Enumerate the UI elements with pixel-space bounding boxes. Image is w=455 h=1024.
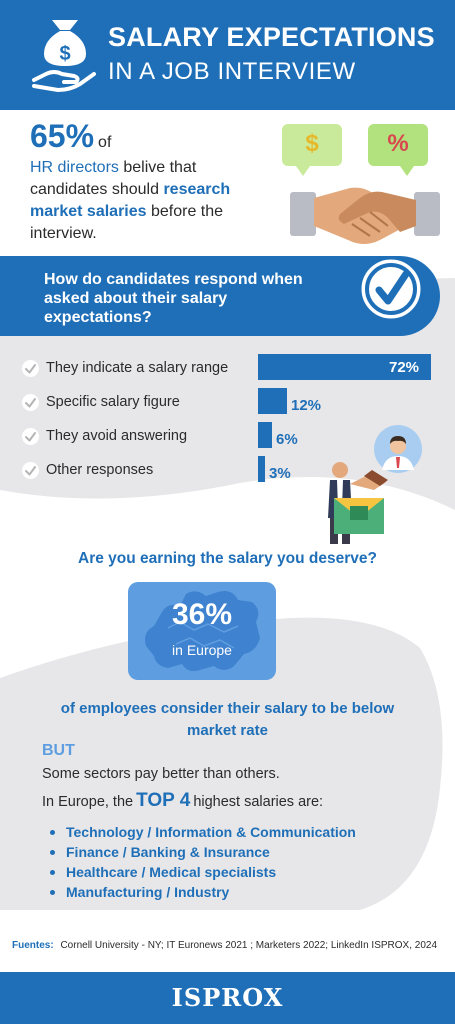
research-text: research [163, 181, 231, 198]
market-salaries-text: market salaries [30, 203, 147, 220]
bar-category-label: Other responses [46, 462, 154, 478]
hr-stat-text3: before the [146, 203, 224, 220]
europe-statement: of employees consider their salary to be… [60, 700, 395, 739]
check-icon [22, 394, 39, 411]
bar [258, 456, 265, 482]
gray-wave-background [0, 278, 455, 510]
check-icon [22, 360, 39, 377]
dollar-bubble-icon: $ [282, 124, 342, 176]
gray-blob-background [0, 617, 443, 910]
question-text: How do candidates respond when asked abo… [44, 271, 303, 326]
money-bag-hand-icon: $ [32, 20, 96, 92]
bar-value-label: 6% [276, 431, 298, 448]
bar [258, 422, 272, 448]
top-sectors-list: Technology / Information & Communication… [48, 822, 356, 902]
percent-bubble-icon: % [368, 124, 428, 176]
top4-prefix: In Europe, the [42, 794, 134, 810]
hr-stat-text1: belive that [118, 159, 197, 176]
person-avatar-icon [374, 425, 422, 473]
top4-intro: In Europe, the TOP 4 highest salaries are: [42, 790, 323, 812]
bar-category-label: They avoid answering [46, 428, 188, 444]
hr-directors-text: HR directors [30, 159, 119, 176]
percent-sign: % [387, 130, 409, 157]
sources-text: Cornell University - NY; IT Euronews 202… [60, 940, 438, 951]
title-line1: SALARY EXPECTATIONS [108, 22, 435, 52]
list-item: Finance / Banking & Insurance [48, 842, 356, 862]
bar-value-label: 72% [389, 359, 420, 376]
top4-label: TOP 4 [136, 790, 191, 811]
hr-stat-of: of [98, 134, 112, 151]
top4-suffix: highest salaries are: [193, 794, 324, 810]
europe-label: in Europe [172, 642, 232, 658]
bar-category-label: Specific salary figure [46, 394, 180, 410]
europe-map [128, 582, 276, 680]
hr-stat-text4: interview. [30, 225, 97, 242]
hr-stat-text: HR directors belive that candidates shou… [30, 157, 275, 245]
but-heading: BUT [42, 742, 75, 759]
hr-stat-text2: candidates should [30, 181, 164, 198]
hr-stat-percent: 65% [30, 118, 95, 154]
europe-map-shape [145, 591, 260, 672]
list-item: Technology / Information & Communication [48, 822, 356, 842]
isprox-logo: ISPROX [171, 983, 284, 1012]
bar-value-label: 3% [269, 465, 291, 482]
salary-question: Are you earning the salary you deserve? [78, 550, 377, 567]
svg-text:$: $ [59, 43, 70, 65]
title-line2: IN A JOB INTERVIEW [108, 58, 356, 85]
check-icon [22, 428, 39, 445]
check-icon [22, 462, 39, 479]
sectors-text: Some sectors pay better than others. [42, 766, 280, 782]
dollar-sign: $ [305, 130, 319, 157]
footer-banner [0, 972, 455, 1024]
bar [258, 388, 287, 414]
man-with-envelope-icon [328, 462, 388, 544]
hr-stat-block: 65% of HR directors belive that candidate… [30, 118, 275, 245]
bar-value-label: 12% [291, 397, 322, 414]
europe-percent: 36% [171, 598, 233, 631]
sources-label: Fuentes: [12, 940, 54, 951]
list-item: Healthcare / Medical specialists [48, 862, 356, 882]
sources-line: Fuentes: Cornell University - NY; IT Eur… [12, 940, 437, 951]
handshake-icon [290, 187, 440, 244]
list-item: Manufacturing / Industry [48, 882, 356, 902]
bar [258, 354, 431, 380]
bar-category-label: They indicate a salary range [46, 360, 229, 376]
checkmark-circle-icon [358, 256, 424, 322]
